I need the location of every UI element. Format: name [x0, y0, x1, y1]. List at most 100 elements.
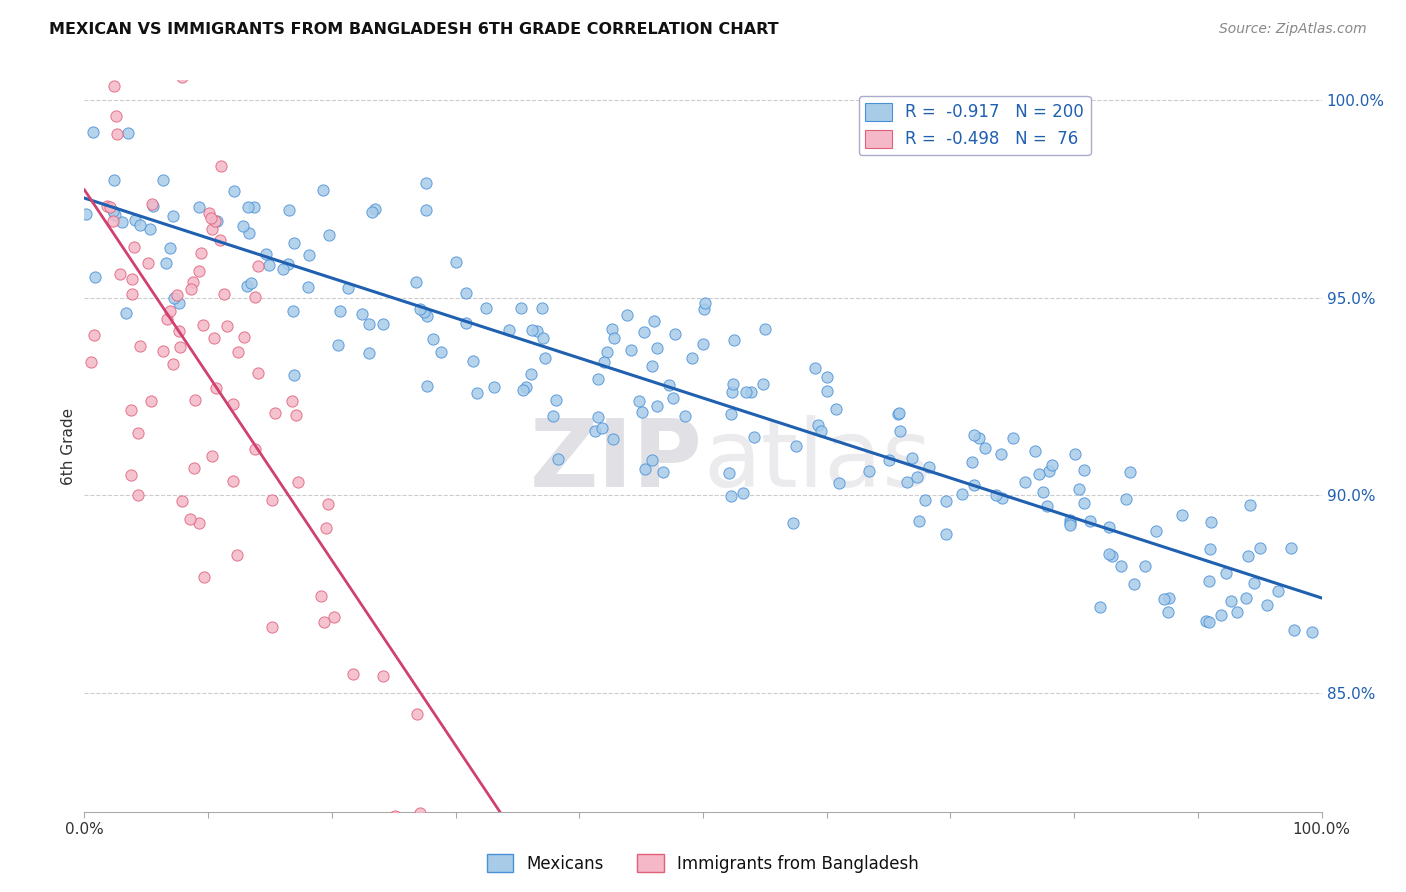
Point	[1198, 542, 1220, 557]
Point	[162, 358, 184, 372]
Point	[858, 464, 880, 478]
Point	[456, 316, 478, 330]
Point	[969, 431, 991, 445]
Point	[1001, 431, 1024, 445]
Point	[260, 492, 283, 507]
Point	[235, 278, 257, 293]
Point	[721, 376, 744, 391]
Point	[238, 200, 260, 214]
Point	[169, 340, 191, 354]
Point	[169, 324, 191, 338]
Point	[166, 287, 188, 301]
Point	[825, 401, 848, 416]
Point	[188, 263, 211, 277]
Point	[1028, 467, 1050, 481]
Point	[510, 301, 533, 316]
Point	[162, 292, 184, 306]
Point	[918, 460, 941, 475]
Point	[201, 449, 224, 463]
Point	[278, 202, 301, 217]
Point	[342, 667, 364, 681]
Point	[602, 432, 624, 446]
Point	[810, 424, 832, 438]
Point	[127, 425, 149, 440]
Point	[121, 272, 143, 286]
Point	[1301, 625, 1323, 640]
Legend: Mexicans, Immigrants from Bangladesh: Mexicans, Immigrants from Bangladesh	[479, 847, 927, 880]
Point	[1040, 458, 1063, 473]
Point	[515, 380, 537, 394]
Point	[361, 205, 384, 219]
Point	[359, 318, 381, 332]
Point	[1209, 608, 1232, 623]
Point	[1101, 549, 1123, 564]
Point	[247, 366, 270, 380]
Point	[586, 372, 609, 386]
Y-axis label: 6th Grade: 6th Grade	[60, 408, 76, 484]
Point	[384, 809, 406, 823]
Point	[1114, 492, 1136, 507]
Point	[297, 280, 319, 294]
Point	[804, 361, 827, 376]
Point	[723, 333, 745, 347]
Point	[1234, 591, 1257, 606]
Point	[105, 127, 128, 141]
Point	[754, 322, 776, 336]
Point	[627, 394, 650, 409]
Point	[183, 392, 205, 407]
Point	[591, 421, 613, 435]
Point	[170, 70, 193, 84]
Point	[183, 460, 205, 475]
Point	[202, 330, 225, 344]
Point	[238, 227, 260, 241]
Point	[647, 400, 669, 414]
Point	[1219, 594, 1241, 608]
Point	[309, 589, 332, 603]
Point	[1063, 447, 1085, 461]
Point	[717, 466, 740, 480]
Point	[960, 455, 983, 469]
Point	[155, 312, 177, 326]
Point	[461, 354, 484, 368]
Point	[287, 475, 309, 490]
Text: MEXICAN VS IMMIGRANTS FROM BANGLADESH 6TH GRADE CORRELATION CHART: MEXICAN VS IMMIGRANTS FROM BANGLADESH 6T…	[49, 22, 779, 37]
Point	[222, 397, 245, 411]
Point	[658, 377, 681, 392]
Point	[963, 477, 986, 491]
Point	[412, 304, 434, 318]
Point	[721, 384, 744, 399]
Point	[1067, 482, 1090, 496]
Text: atlas: atlas	[703, 415, 931, 507]
Point	[191, 318, 214, 332]
Point	[1098, 520, 1121, 534]
Point	[465, 385, 488, 400]
Point	[652, 465, 675, 479]
Point	[1119, 465, 1142, 479]
Point	[167, 296, 190, 310]
Point	[350, 308, 373, 322]
Point	[415, 203, 437, 218]
Point	[136, 256, 159, 270]
Point	[105, 109, 128, 123]
Point	[298, 248, 321, 262]
Point	[1284, 623, 1306, 637]
Point	[409, 806, 432, 821]
Point	[405, 276, 427, 290]
Point	[785, 439, 807, 453]
Point	[117, 126, 139, 140]
Point	[205, 214, 228, 228]
Point	[122, 240, 145, 254]
Point	[115, 306, 138, 320]
Point	[281, 393, 304, 408]
Point	[228, 345, 250, 359]
Point	[596, 344, 619, 359]
Point	[1090, 600, 1112, 615]
Point	[373, 669, 395, 683]
Point	[120, 467, 142, 482]
Point	[675, 409, 697, 423]
Point	[259, 258, 281, 272]
Point	[311, 183, 333, 197]
Point	[827, 476, 849, 491]
Point	[318, 497, 340, 511]
Point	[201, 222, 224, 236]
